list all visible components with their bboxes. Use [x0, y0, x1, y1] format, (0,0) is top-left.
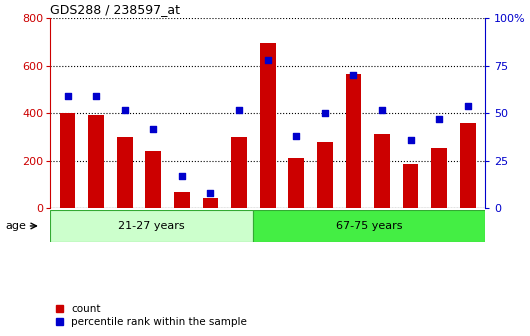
- Bar: [253, 210, 485, 242]
- Point: [178, 173, 186, 179]
- Point: [206, 191, 215, 196]
- Legend: count, percentile rank within the sample: count, percentile rank within the sample: [56, 304, 247, 327]
- Bar: [403, 164, 419, 208]
- Bar: [231, 137, 247, 208]
- Text: GDS288 / 238597_at: GDS288 / 238597_at: [50, 3, 180, 16]
- Bar: [202, 198, 218, 208]
- Point: [120, 107, 129, 112]
- Point: [378, 107, 386, 112]
- Bar: [288, 159, 304, 208]
- Bar: [50, 210, 253, 242]
- Bar: [60, 114, 75, 208]
- Bar: [117, 137, 132, 208]
- Bar: [460, 123, 475, 208]
- Text: 67-75 years: 67-75 years: [336, 221, 402, 231]
- Point: [292, 133, 301, 139]
- Point: [464, 103, 472, 109]
- Bar: [431, 148, 447, 208]
- Bar: [88, 115, 104, 208]
- Bar: [174, 192, 190, 208]
- Bar: [260, 43, 276, 208]
- Bar: [145, 151, 161, 208]
- Point: [235, 107, 243, 112]
- Point: [63, 94, 72, 99]
- Text: age: age: [5, 221, 26, 231]
- Point: [321, 111, 329, 116]
- Bar: [346, 74, 361, 208]
- Point: [92, 94, 100, 99]
- Point: [263, 57, 272, 63]
- Text: 21-27 years: 21-27 years: [118, 221, 185, 231]
- Point: [407, 137, 415, 143]
- Point: [149, 126, 157, 131]
- Bar: [317, 142, 333, 208]
- Point: [349, 73, 358, 78]
- Bar: [374, 134, 390, 208]
- Point: [435, 116, 444, 122]
